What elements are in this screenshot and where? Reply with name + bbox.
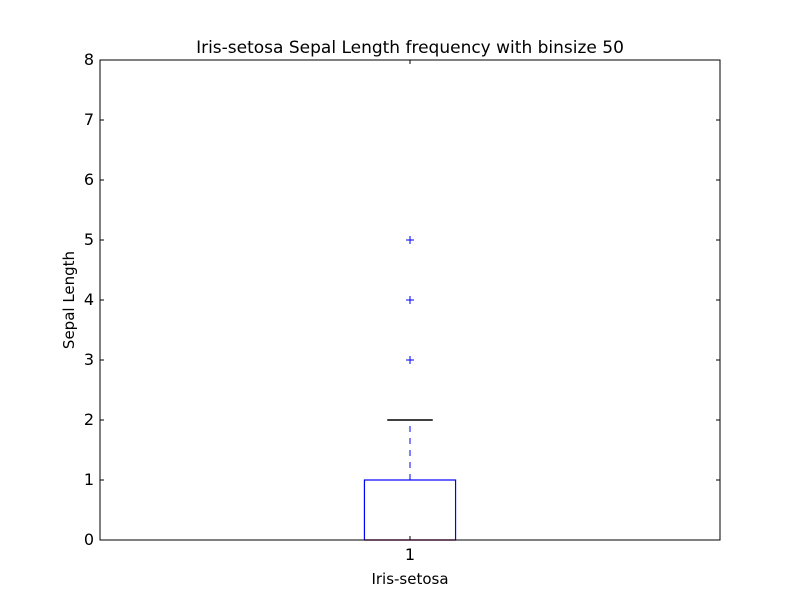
y-tick-label: 5 [84, 230, 94, 249]
y-tick-label: 2 [84, 410, 94, 429]
y-tick-label: 4 [84, 290, 94, 309]
y-tick-label: 0 [84, 530, 94, 549]
box-iqr [363, 479, 457, 541]
y-tick-label: 8 [84, 50, 94, 69]
outlier-point [406, 236, 414, 244]
outlier-point [406, 296, 414, 304]
y-axis-label: Sepal Length [60, 251, 78, 349]
outlier-point [406, 356, 414, 364]
plot-area: 0 1 2 3 4 5 6 7 8 1 [84, 50, 720, 564]
y-tick-label: 3 [84, 350, 94, 369]
axes-frame [99, 59, 721, 541]
x-tick-label: 1 [405, 545, 415, 564]
y-tick-label: 7 [84, 110, 94, 129]
chart-title: Iris-setosa Sepal Length frequency with … [196, 38, 624, 58]
y-tick-label: 6 [84, 170, 94, 189]
x-axis-label: Iris-setosa [371, 570, 448, 588]
y-tick-label: 1 [84, 470, 94, 489]
